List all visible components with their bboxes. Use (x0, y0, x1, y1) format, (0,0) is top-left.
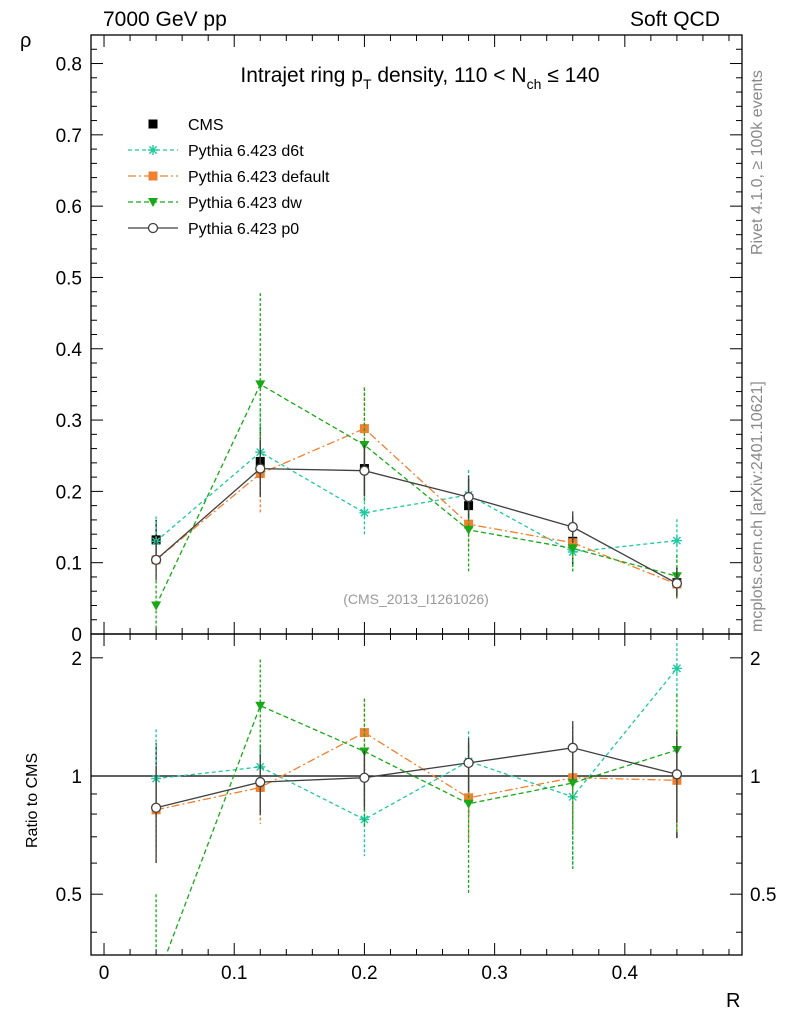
y-tick-label: 0 (71, 625, 82, 646)
legend-marker-square (148, 171, 158, 181)
main-point-circle (359, 465, 370, 476)
main-point-triangle (255, 380, 266, 390)
y-tick-label: 0.8 (56, 55, 82, 76)
main-point-circle (671, 578, 683, 589)
ratio-point-triangle (567, 778, 578, 788)
main-point-circle (463, 491, 474, 503)
x-tick-label: 0.2 (351, 963, 377, 984)
ratio-tick-label-right: 0.5 (750, 885, 776, 906)
ratio-tick-label: 2 (71, 649, 82, 670)
ratio-point-circle (150, 802, 162, 813)
y-tick-label: 0.4 (56, 340, 83, 361)
main-line-circle (155, 467, 678, 584)
ratio-line-triangle (165, 704, 678, 955)
ratio-tick-label: 1 (71, 767, 82, 788)
header-right-label: Soft QCD (630, 8, 720, 31)
x-tick-label: 0.1 (221, 963, 247, 984)
y-axis-title: ρ (20, 30, 32, 52)
legend-label-square: Pythia 6.423 default (188, 169, 330, 186)
ratio-point-circle (359, 772, 370, 783)
ratio-point-circle (567, 742, 578, 753)
ratio-frame (90, 633, 743, 956)
ratio-point-triangle (463, 799, 474, 809)
x-tick-label: 0 (99, 963, 110, 984)
main-line-square (155, 427, 678, 585)
legend-marker-circle (147, 222, 159, 234)
main-line-triangle (155, 383, 678, 606)
ratio-panel-series (150, 643, 683, 986)
x-tick-label: 0.3 (481, 963, 507, 984)
main-panel-series (150, 293, 683, 631)
y-tick-label: 0.6 (56, 197, 82, 218)
ratio-point-triangle (255, 701, 266, 711)
y-tick-label: 0.3 (56, 411, 82, 432)
ratio-point-circle (255, 776, 266, 788)
x-tick-label: 0.4 (612, 963, 639, 984)
legend-marker-star (148, 145, 158, 155)
legend-marker-cms (148, 119, 158, 129)
y-tick-label: 0.2 (56, 482, 82, 503)
legend-label-triangle: Pythia 6.423 dw (188, 195, 302, 212)
main-point-star (671, 535, 682, 546)
legend-label-cms: CMS (188, 117, 224, 134)
ratio-tick-label: 0.5 (56, 885, 82, 906)
main-point-triangle (151, 601, 162, 611)
analysis-id-label: (CMS_2013_I1261026) (343, 591, 489, 607)
ratio-line-square (155, 731, 677, 811)
main-point-circle (255, 463, 266, 474)
main-point-star (359, 507, 370, 518)
x-axis-title: R (726, 990, 741, 1012)
y-tick-label: 0.1 (56, 554, 82, 575)
legend: CMS Pythia 6.423 d6t Pythia 6.423 default P… (128, 117, 330, 238)
ratio-tick-label-right: 1 (750, 767, 761, 788)
ratio-line-star (156, 667, 678, 821)
y-tick-label: 0.7 (56, 126, 82, 147)
ratio-point-square (359, 728, 369, 738)
y-tick-label: 0.5 (56, 268, 82, 289)
ratio-point-triangle (151, 977, 161, 986)
legend-label-circle: Pythia 6.423 p0 (188, 221, 299, 238)
main-point-circle (567, 521, 578, 533)
main-point-triangle (567, 544, 578, 554)
ratio-line-circle (155, 747, 678, 809)
main-point-triangle (463, 525, 474, 535)
main-point-circle (150, 554, 162, 565)
ratio-tick-label-right: 2 (750, 649, 761, 670)
ratio-point-circle (671, 769, 683, 780)
main-line-star (155, 451, 677, 553)
header-left-label: 7000 GeV pp (103, 8, 227, 31)
ratio-point-circle (463, 757, 474, 769)
chart-title: Intrajet ring pT density, 110 < Nch ≤ 14… (240, 64, 599, 92)
ratio-point-star (671, 663, 682, 674)
legend-label-star: Pythia 6.423 d6t (188, 143, 304, 160)
legend-marker-triangle (148, 198, 158, 207)
